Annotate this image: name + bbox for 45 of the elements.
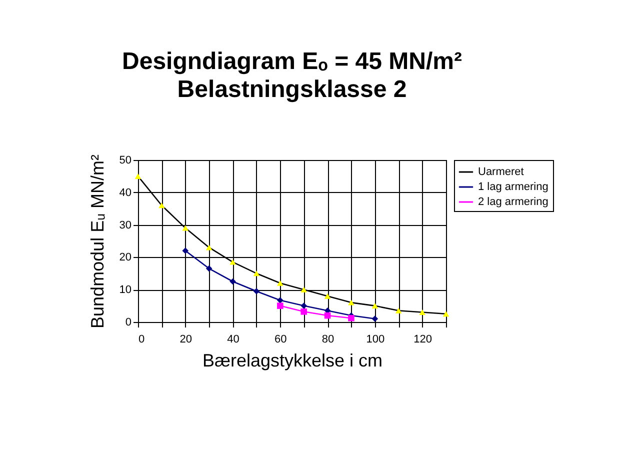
point — [134, 173, 142, 179]
point — [158, 202, 165, 208]
point — [206, 265, 212, 272]
x-tick-label: 40 — [227, 334, 240, 346]
chart-title: Designdiagram Eₒ = 45 MN/m² — [122, 48, 462, 75]
x-tick-label: 0 — [138, 334, 145, 346]
point — [348, 300, 354, 306]
y-axis-title: Bundmodul Eᵤ MN/m² — [87, 154, 108, 328]
y-tick-label: 0 — [125, 316, 132, 328]
x-tick-label: 20 — [180, 334, 192, 346]
legend-label: 1 lag armering — [478, 181, 548, 193]
point — [419, 310, 426, 316]
point — [395, 308, 402, 314]
x-tick-label: 60 — [274, 334, 287, 346]
y-tick-label: 30 — [119, 219, 132, 232]
x-tick-label: 120 — [414, 334, 432, 346]
y-tick-label: 50 — [119, 154, 132, 166]
y-tick-label: 20 — [119, 252, 132, 264]
point — [230, 278, 236, 285]
legend-label: 2 lag armering — [478, 196, 548, 208]
point — [253, 270, 260, 276]
point — [348, 314, 354, 322]
legend-label: Uarmeret — [478, 166, 524, 178]
point — [206, 244, 212, 250]
point — [324, 293, 331, 299]
chart-subtitle: Belastningsklasse 2 — [177, 76, 407, 103]
point — [300, 286, 308, 292]
y-tick-label: 40 — [119, 186, 132, 199]
point — [372, 303, 378, 309]
point — [442, 311, 450, 317]
point — [372, 316, 378, 322]
point — [276, 302, 284, 309]
point — [182, 248, 189, 254]
x-axis-title: Bærelagstykkelse i cm — [202, 350, 383, 370]
x-tick-label: 100 — [366, 334, 385, 346]
point — [253, 288, 260, 294]
point — [300, 308, 308, 315]
point — [182, 225, 189, 231]
point — [230, 259, 236, 265]
point — [276, 297, 284, 304]
y-tick-label: 10 — [119, 284, 132, 296]
x-tick-label: 80 — [322, 334, 334, 346]
point — [276, 280, 284, 286]
point — [324, 312, 331, 319]
point — [300, 302, 308, 309]
